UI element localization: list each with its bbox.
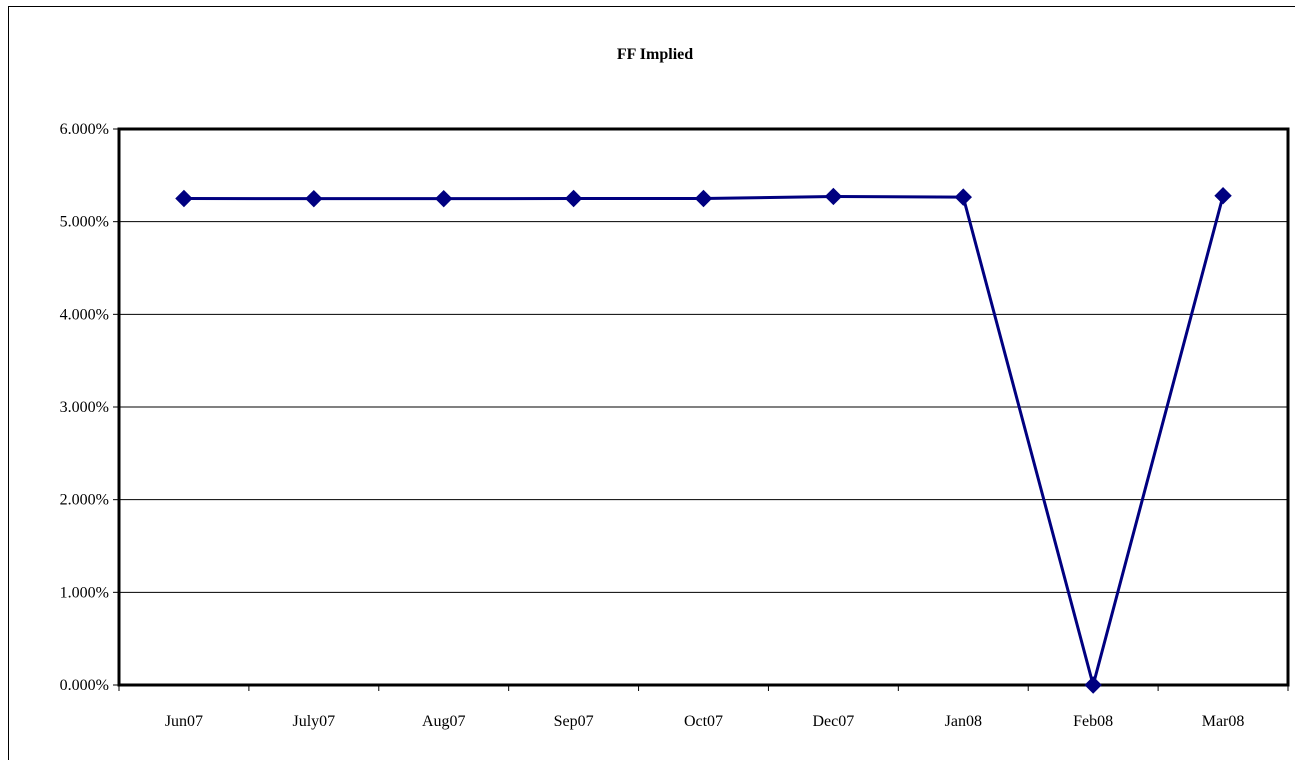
series-line: [183, 194, 1225, 687]
y-tick-label: 2.000%: [60, 492, 109, 509]
x-tick-label: Oct07: [684, 713, 723, 730]
data-point-mar08: [1214, 187, 1232, 205]
x-tick-label: July07: [292, 713, 335, 730]
chart-frame: [8, 6, 1295, 760]
axes: 0.000% 1.000% 2.000% 3.000% 4.000% 5.000% 6.00…: [60, 121, 1289, 730]
data-point-july07: [305, 189, 323, 208]
y-tick-label: 1.000%: [60, 584, 109, 601]
data-point-dec07: [824, 187, 843, 206]
data-point-jun07: [175, 189, 193, 208]
x-tick-label: Mar08: [1202, 713, 1245, 730]
y-tick-label: 3.000%: [60, 399, 109, 416]
x-tick-label: Jun07: [165, 713, 203, 730]
data-point-sep07: [564, 189, 583, 208]
y-tick-label: 4.000%: [60, 306, 109, 323]
series-layer: [175, 187, 1232, 694]
x-tick-label: Dec07: [813, 713, 855, 730]
gridlines: [119, 221, 1288, 593]
x-tick-label: Aug07: [422, 713, 466, 730]
data-point-jan08: [954, 188, 972, 206]
data-point-oct07: [694, 189, 713, 208]
y-tick-label: 5.000%: [60, 214, 109, 231]
y-tick-label: 0.000%: [60, 677, 109, 694]
data-point-aug07: [435, 189, 453, 208]
y-tick-label: 6.000%: [60, 121, 109, 138]
x-tick-label: Sep07: [554, 713, 594, 730]
data-point-feb08: [1084, 676, 1102, 694]
chart-title: FF Implied: [617, 46, 693, 63]
x-tick-label: Jan08: [945, 713, 982, 730]
x-tick-label: Feb08: [1073, 713, 1113, 730]
